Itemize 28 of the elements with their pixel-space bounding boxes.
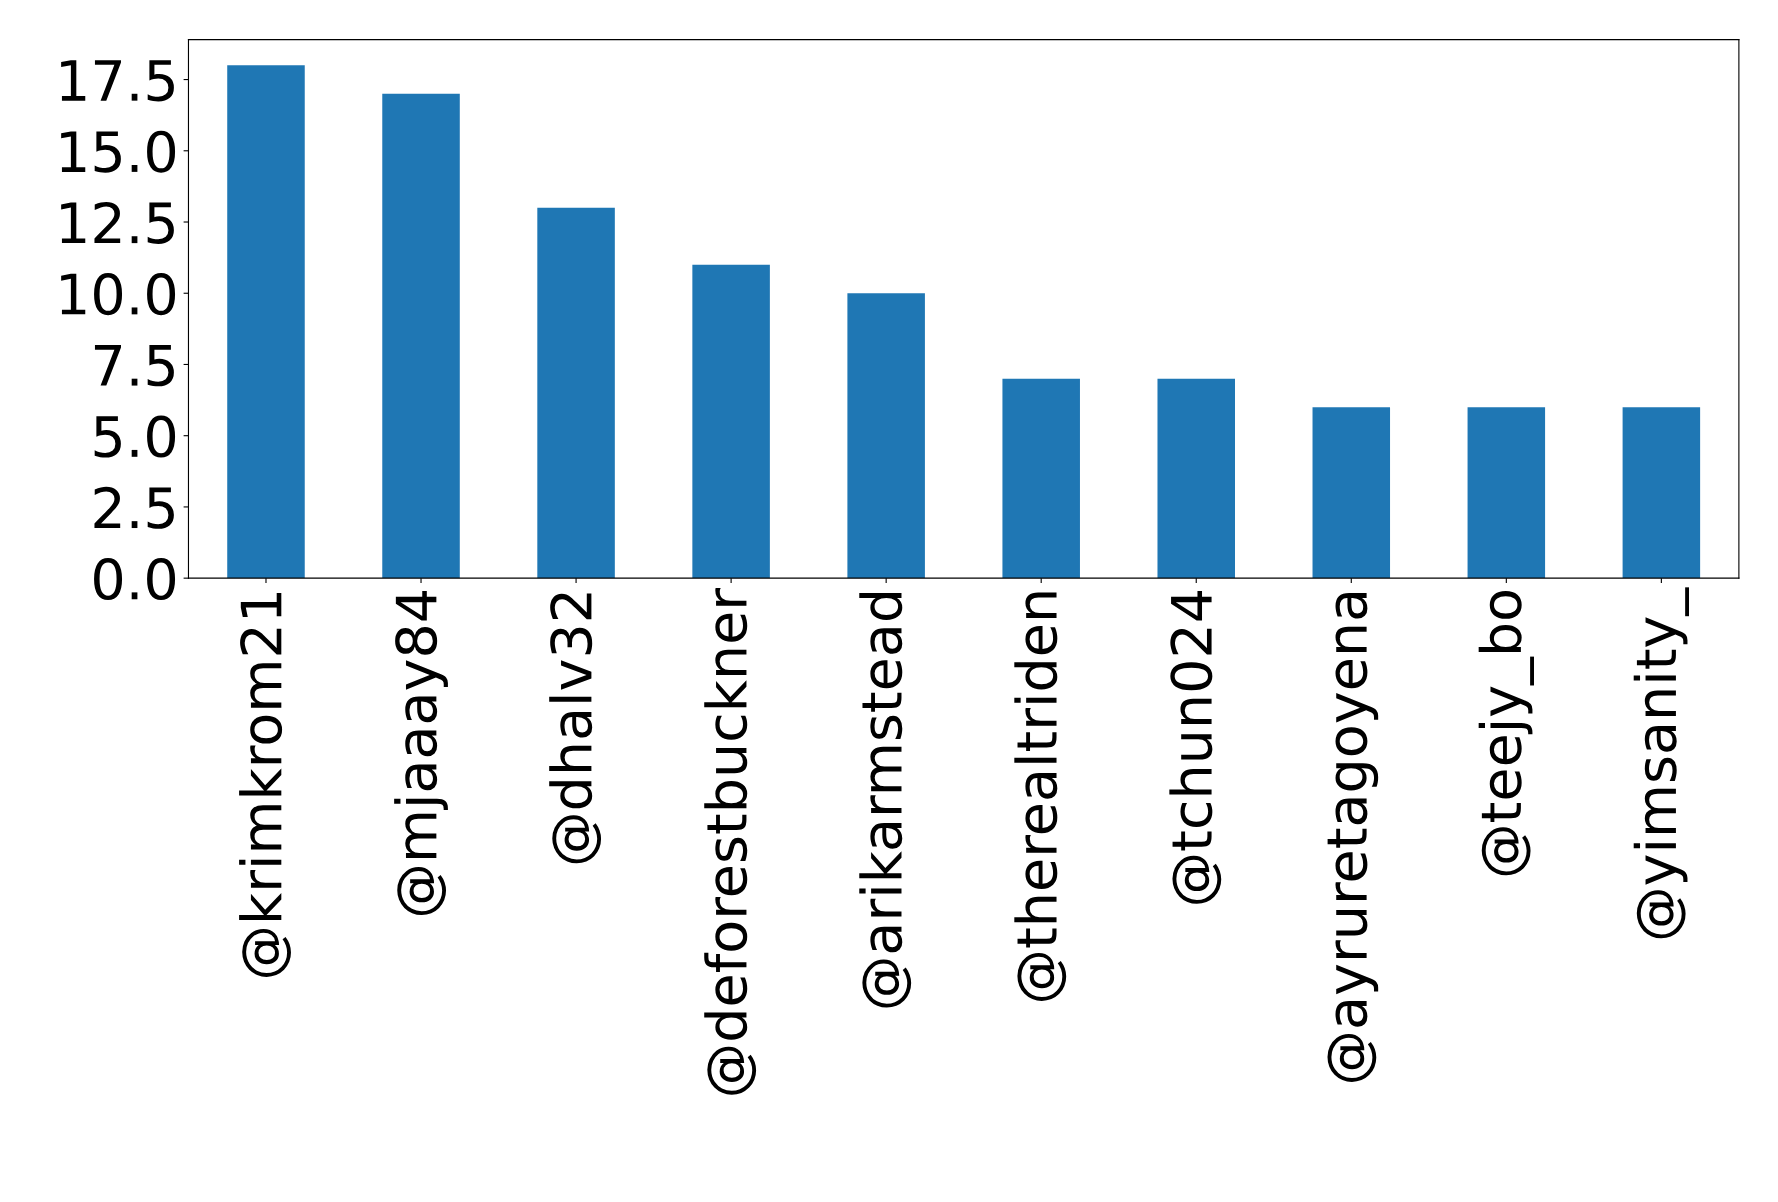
x-tick-label: @deforestbuckner [704, 587, 757, 1095]
y-tick-label: 0.0 [94, 558, 176, 601]
y-tick-label: 12.5 [61, 201, 174, 244]
y-tick-label: 10.0 [61, 273, 176, 316]
x-tick-label: @dhalv32 [549, 593, 602, 864]
bar [227, 65, 305, 579]
bar [692, 264, 770, 579]
x-tick-label: @mjaaay84 [394, 591, 448, 916]
bar [1157, 378, 1235, 579]
y-tick-label: 17.5 [61, 60, 174, 102]
x-tick-label: @arikarmstead [859, 592, 912, 1008]
x-tick-label: @yimsanity_ [1633, 587, 1690, 939]
bar [1622, 407, 1701, 579]
y-tick-label: 2.5 [94, 486, 174, 529]
bar [1312, 407, 1391, 579]
bar [1467, 407, 1546, 579]
x-tick-label: @teejy_bo [1478, 590, 1534, 876]
x-tick-label: @ayruretagoyena [1327, 592, 1379, 1082]
y-tick-label: 15.0 [61, 130, 176, 173]
bar [382, 93, 460, 579]
bar [1002, 378, 1080, 579]
y-tick-label: 5.0 [94, 415, 176, 458]
bar [847, 293, 925, 579]
x-tick-label: @krimkrom21 [239, 593, 291, 977]
x-tick-label: @tchun024 [1169, 591, 1222, 904]
bar [537, 207, 615, 579]
x-tick-label: @therealtriden [1014, 592, 1067, 1001]
y-tick-label: 7.5 [94, 345, 174, 387]
